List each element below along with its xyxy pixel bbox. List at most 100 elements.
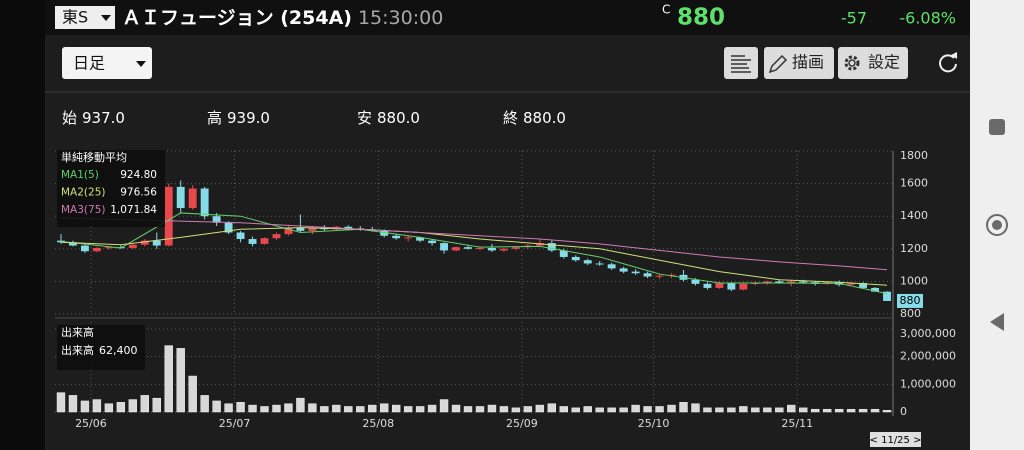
candle-body bbox=[140, 240, 149, 245]
moving-average-line bbox=[60, 217, 888, 271]
candle-body bbox=[607, 264, 616, 269]
nav-recent[interactable] bbox=[989, 119, 1005, 135]
candle-body bbox=[92, 247, 101, 252]
cursor-date: < 11/25 > bbox=[870, 435, 922, 446]
legend-value: 924.80 bbox=[120, 169, 157, 181]
candle-body bbox=[775, 281, 784, 284]
volume-bar bbox=[104, 403, 114, 413]
refresh-icon[interactable] bbox=[939, 54, 957, 73]
draw-button[interactable] bbox=[764, 47, 834, 79]
price-change-pct: -6.08% bbox=[899, 9, 956, 28]
volume-bar bbox=[535, 404, 545, 413]
volume-bar bbox=[655, 406, 664, 413]
volume-bar bbox=[834, 408, 844, 413]
candle-body bbox=[691, 279, 700, 284]
y-tick-label: 2,000,000 bbox=[900, 350, 956, 363]
candle-body bbox=[69, 242, 77, 246]
volume-bar bbox=[739, 406, 748, 413]
candle-body bbox=[871, 287, 879, 292]
candle-body bbox=[440, 243, 449, 251]
volume-bar bbox=[415, 406, 425, 413]
x-tick-label: 25/11 bbox=[781, 417, 813, 430]
indicator-button[interactable] bbox=[724, 47, 758, 79]
volume-bar bbox=[164, 345, 173, 413]
candle-body bbox=[272, 234, 281, 239]
candle-body bbox=[428, 240, 437, 244]
settings-button[interactable] bbox=[838, 47, 908, 79]
refresh-arrow bbox=[951, 52, 957, 59]
dropdown-arrow bbox=[101, 15, 111, 21]
volume-bar bbox=[475, 406, 485, 413]
candle-body bbox=[152, 240, 161, 246]
candle-body bbox=[104, 247, 113, 249]
ohlc-item: 始 937.0 bbox=[62, 109, 125, 127]
volume-bar bbox=[810, 408, 820, 413]
candle-body bbox=[488, 247, 496, 251]
dropdown-arrow bbox=[136, 61, 146, 67]
candle-body bbox=[619, 268, 628, 272]
volume-bar bbox=[559, 406, 568, 413]
candle-body bbox=[248, 239, 257, 244]
candle-body bbox=[883, 291, 891, 301]
nav-home-dot bbox=[992, 220, 1002, 230]
legend-name: MA1(5) bbox=[61, 169, 99, 181]
volume-bar bbox=[391, 404, 401, 413]
candle-body bbox=[164, 186, 173, 246]
volume-title: 出来高 bbox=[61, 325, 94, 339]
pencil-icon bbox=[768, 54, 788, 74]
candle-body bbox=[703, 283, 712, 288]
volume-bar bbox=[368, 404, 377, 413]
volume-bar bbox=[116, 402, 126, 413]
candle-body bbox=[416, 237, 425, 241]
stock-title: ＡＩフュージョン (254A) 15:30:00 bbox=[122, 7, 443, 29]
candle-body bbox=[799, 281, 808, 283]
ohlc-item: 安 880.0 bbox=[357, 109, 420, 127]
volume-bar bbox=[727, 407, 736, 413]
volume-bar bbox=[751, 407, 760, 413]
candle-body bbox=[595, 263, 604, 265]
volume-bar bbox=[619, 407, 628, 413]
market-select[interactable] bbox=[55, 6, 115, 29]
ohlc-label: 安 bbox=[357, 109, 372, 127]
volume-bar bbox=[571, 407, 580, 413]
ohlc-item: 終 880.0 bbox=[503, 109, 566, 127]
candle-body bbox=[128, 244, 137, 248]
candle-body bbox=[260, 238, 269, 244]
volume-bar bbox=[511, 407, 521, 413]
ohlc-value: 880.0 bbox=[523, 109, 566, 127]
volume-bar bbox=[284, 403, 293, 413]
volume-bar bbox=[882, 410, 892, 413]
legend-box bbox=[57, 325, 145, 370]
volume-bar bbox=[523, 406, 533, 413]
volume-bar bbox=[451, 404, 461, 413]
candle-body bbox=[344, 226, 353, 229]
legend-value: 976.56 bbox=[120, 187, 157, 199]
candle-body bbox=[727, 283, 736, 290]
quote-time: 15:30:00 bbox=[358, 7, 443, 29]
ohlc-value: 937.0 bbox=[82, 109, 125, 127]
nav-home[interactable] bbox=[986, 214, 1008, 236]
y-tick-label: 1600 bbox=[900, 177, 928, 190]
volume-bar bbox=[332, 404, 341, 413]
price-change: -57 bbox=[841, 9, 867, 28]
period-select[interactable] bbox=[62, 47, 152, 79]
volume-bar bbox=[344, 406, 353, 413]
y-tick-label: 0 bbox=[900, 405, 907, 418]
y-tick-label: 1000 bbox=[900, 274, 928, 287]
candle-body bbox=[452, 247, 460, 251]
candle-body bbox=[739, 283, 748, 290]
stock-name: ＡＩフュージョン (254A) bbox=[122, 7, 352, 29]
gear-icon bbox=[844, 55, 860, 71]
volume-bar bbox=[715, 407, 724, 413]
nav-back[interactable] bbox=[990, 313, 1004, 331]
volume-bar bbox=[224, 403, 233, 413]
volume-bar bbox=[439, 399, 449, 413]
volume-bar bbox=[775, 407, 784, 413]
volume-bar bbox=[236, 402, 245, 413]
volume-bar bbox=[248, 404, 257, 413]
ohlc-item: 高 939.0 bbox=[207, 109, 270, 127]
volume-bar bbox=[68, 395, 78, 413]
current-price: 880 bbox=[677, 5, 725, 31]
volume-bar bbox=[703, 407, 712, 413]
legend-box bbox=[57, 150, 165, 227]
